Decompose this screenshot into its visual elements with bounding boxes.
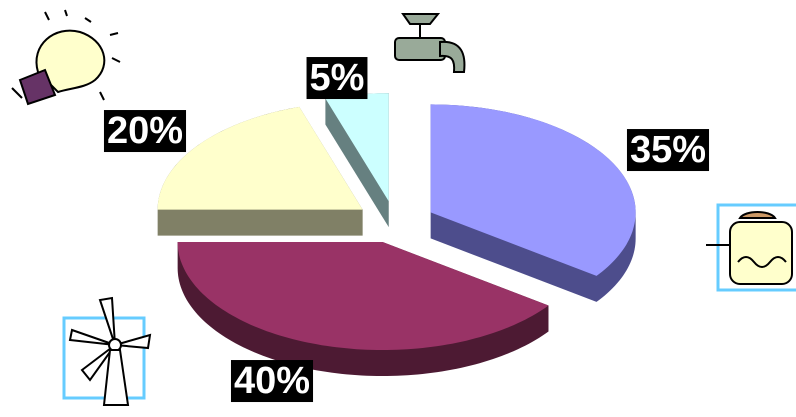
- faucet-icon: [394, 13, 466, 73]
- slice: [430, 104, 636, 276]
- label-background: [230, 360, 314, 403]
- value-label: 40%: [234, 360, 310, 402]
- slice: [157, 106, 363, 210]
- toaster-icon: [706, 203, 796, 292]
- label-background: [306, 57, 368, 100]
- value-label: 5%: [310, 57, 365, 99]
- slice: [177, 242, 549, 350]
- label-background: [103, 110, 187, 153]
- slice: [325, 93, 389, 202]
- value-label: 20%: [107, 110, 183, 152]
- pie: [157, 93, 636, 377]
- label-background: [626, 129, 710, 172]
- lightbulb-icon: [11, 9, 121, 106]
- windmill-icon: [62, 296, 152, 406]
- slice-tops: [157, 93, 636, 350]
- value-label: 35%: [630, 129, 706, 171]
